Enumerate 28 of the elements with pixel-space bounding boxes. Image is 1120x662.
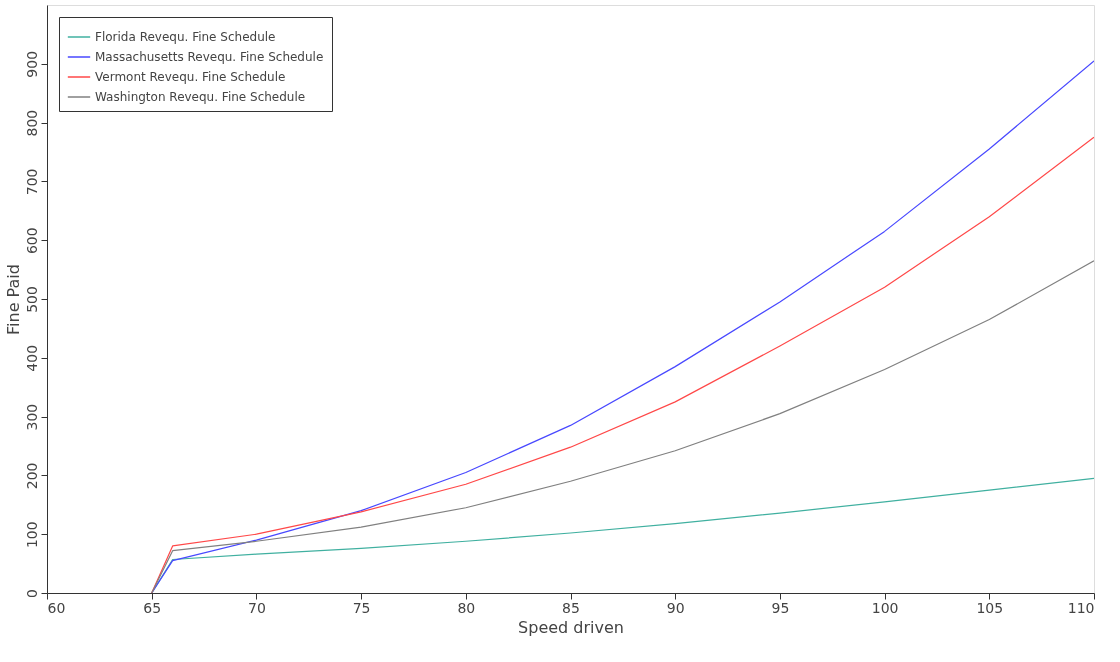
y-tick-label: 400: [23, 344, 40, 372]
legend-label: Florida Revequ. Fine Schedule: [95, 30, 276, 44]
line-series: [151, 260, 1094, 593]
legend-label: Washington Revequ. Fine Schedule: [95, 90, 306, 104]
x-tick-label: 65: [143, 599, 162, 616]
x-tick-label: 80: [457, 599, 476, 616]
y-tick-label: 300: [23, 403, 40, 431]
x-tick-label: 105: [976, 599, 1004, 616]
x-tick-label: 85: [562, 599, 580, 616]
y-tick-label: 900: [23, 50, 40, 78]
x-axis-title: Speed driven: [518, 617, 624, 637]
y-axis-title: Fine Paid: [3, 264, 23, 335]
y-tick-label: 100: [23, 521, 40, 549]
x-tick-label: 90: [666, 599, 685, 616]
y-tick-label: 500: [23, 286, 40, 313]
y-tick-label: 200: [23, 462, 40, 490]
x-tick-label: 70: [247, 599, 266, 616]
legend-label: Massachusetts Revequ. Fine Schedule: [95, 50, 324, 64]
y-tick-label: 600: [23, 227, 40, 255]
y-tick-label: 0: [23, 589, 40, 598]
legend-label: Vermont Revequ. Fine Schedule: [95, 70, 286, 84]
x-tick-label: 100: [871, 599, 899, 616]
y-tick-label: 800: [23, 109, 40, 137]
x-tick-label: 110: [1067, 599, 1095, 616]
x-tick-label: 95: [771, 599, 790, 616]
x-tick-label: 60: [47, 599, 66, 616]
x-tick-label: 75: [352, 599, 371, 616]
y-tick-label: 700: [23, 168, 40, 196]
